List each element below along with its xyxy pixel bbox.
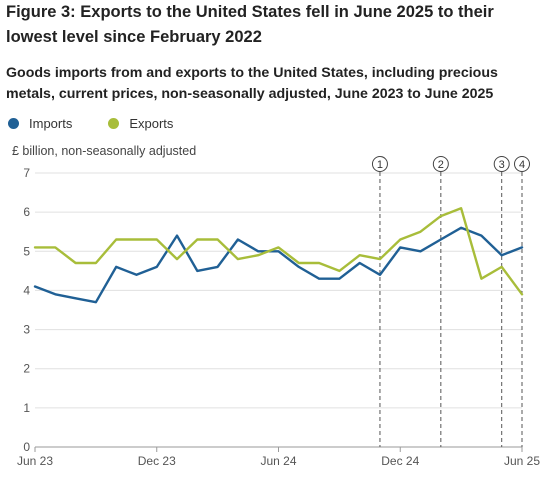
legend-swatch-imports xyxy=(8,117,19,129)
annotation-marker-2 xyxy=(432,156,449,172)
figure-title: Figure 3: Exports to the United States f… xyxy=(6,3,494,46)
x-tick-label-2: Jun 24 xyxy=(260,454,296,468)
y-tick-label-7: 7 xyxy=(23,166,30,180)
x-tick-label-3: Dec 24 xyxy=(381,454,419,468)
legend-item-exports[interactable]: Exports xyxy=(108,116,173,131)
legend-item-imports[interactable]: Imports xyxy=(8,116,72,131)
x-tick-label-4: Jun 25 xyxy=(504,454,540,468)
y-tick-label-5: 5 xyxy=(23,244,30,258)
y-tick-label-1: 1 xyxy=(23,401,30,415)
y-tick-label-3: 3 xyxy=(23,323,30,337)
annotation-label-2: 2 xyxy=(438,159,444,171)
legend-label-imports: Imports xyxy=(29,115,73,131)
annotation-label-4: 4 xyxy=(519,159,525,171)
x-tick-label-1: Dec 23 xyxy=(138,454,176,468)
x-tick-label-0: Jun 23 xyxy=(17,454,53,468)
annotation-marker-1 xyxy=(371,156,388,172)
chart-legend: Imports Exports xyxy=(8,114,209,132)
y-axis-label: £ billion, non-seasonally adjusted xyxy=(12,144,197,158)
y-tick-label-6: 6 xyxy=(23,205,30,219)
annotation-marker-3 xyxy=(493,156,510,172)
figure-subtitle: Goods imports from and exports to the Un… xyxy=(6,65,498,102)
legend-label-exports: Exports xyxy=(129,115,174,131)
legend-swatch-exports xyxy=(108,117,120,129)
annotation-label-3: 3 xyxy=(499,159,505,171)
series-line-imports xyxy=(33,226,524,304)
y-tick-label-0: 0 xyxy=(23,440,30,454)
annotation-label-1: 1 xyxy=(377,159,383,171)
annotation-marker-4 xyxy=(514,156,530,172)
y-tick-label-2: 2 xyxy=(23,362,30,376)
series-line-exports xyxy=(33,206,524,296)
y-tick-label-4: 4 xyxy=(23,283,30,297)
